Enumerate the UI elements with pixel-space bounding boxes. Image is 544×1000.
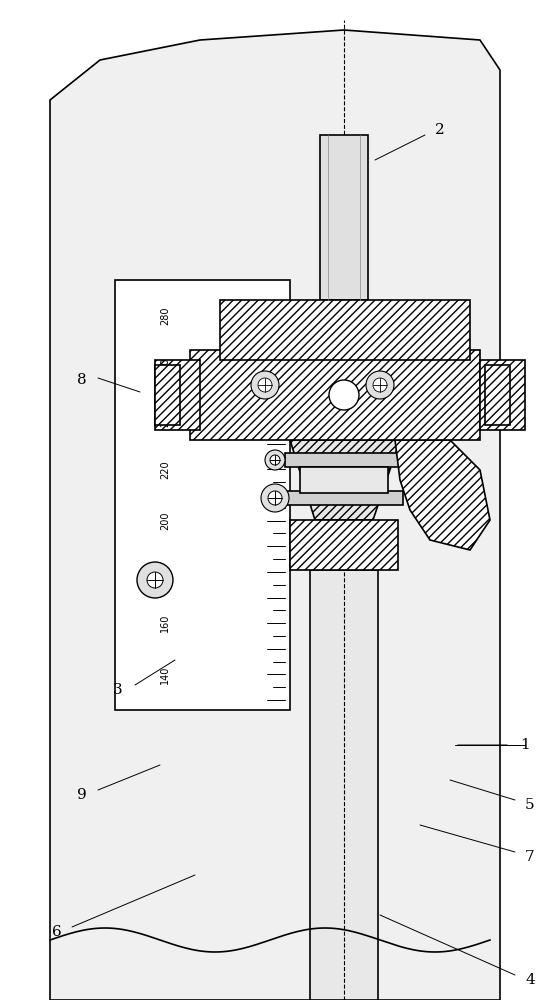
Text: 8: 8 xyxy=(77,373,87,387)
Text: 200: 200 xyxy=(160,511,170,530)
Text: 6: 6 xyxy=(52,925,62,939)
Circle shape xyxy=(137,562,173,598)
Text: 260: 260 xyxy=(160,358,170,376)
Bar xyxy=(300,467,388,493)
Bar xyxy=(285,453,403,467)
Text: 4: 4 xyxy=(525,973,535,987)
Bar xyxy=(285,491,403,505)
Polygon shape xyxy=(50,30,500,1000)
Bar xyxy=(290,520,398,570)
Circle shape xyxy=(265,450,285,470)
Bar xyxy=(155,365,180,425)
Text: 5: 5 xyxy=(525,798,535,812)
Polygon shape xyxy=(290,440,400,520)
Bar xyxy=(320,135,368,300)
Bar xyxy=(290,520,398,570)
Text: 1: 1 xyxy=(520,738,530,752)
Text: 220: 220 xyxy=(160,460,170,479)
Text: 180: 180 xyxy=(160,563,170,581)
Circle shape xyxy=(261,484,289,512)
Text: 160: 160 xyxy=(160,614,170,632)
Circle shape xyxy=(270,455,280,465)
Circle shape xyxy=(268,491,282,505)
Bar xyxy=(155,360,200,430)
Circle shape xyxy=(366,371,394,399)
Polygon shape xyxy=(395,440,490,550)
Bar xyxy=(485,365,510,425)
Bar xyxy=(190,350,480,440)
Bar xyxy=(155,365,180,425)
Circle shape xyxy=(251,371,279,399)
Bar xyxy=(480,360,525,430)
Text: 2: 2 xyxy=(435,123,445,137)
Bar xyxy=(480,360,525,430)
Circle shape xyxy=(373,378,387,392)
Text: 7: 7 xyxy=(525,850,535,864)
Circle shape xyxy=(329,380,359,410)
Bar xyxy=(190,350,480,440)
Bar xyxy=(155,360,200,430)
Circle shape xyxy=(258,378,272,392)
Text: 240: 240 xyxy=(160,409,170,427)
Text: 9: 9 xyxy=(77,788,87,802)
Bar xyxy=(310,570,378,1000)
Text: 140: 140 xyxy=(160,665,170,684)
Text: 3: 3 xyxy=(113,683,123,697)
Text: 280: 280 xyxy=(160,306,170,325)
Bar xyxy=(485,365,510,425)
Bar xyxy=(220,300,470,360)
Bar xyxy=(115,280,290,710)
Circle shape xyxy=(147,572,163,588)
Bar xyxy=(220,300,470,360)
